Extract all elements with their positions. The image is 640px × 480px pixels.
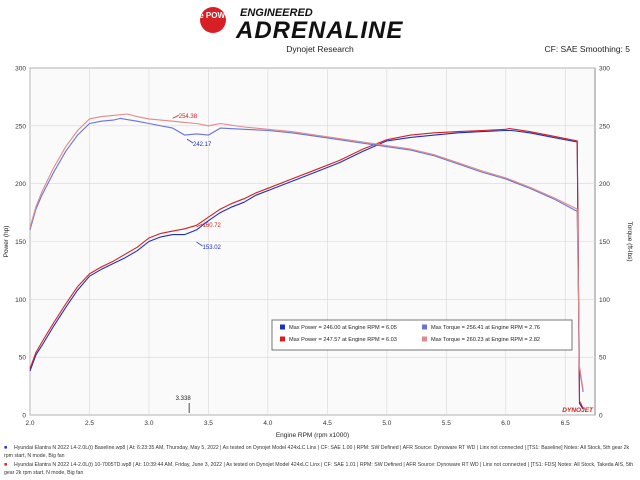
x-tick-label: 3.0 [144,420,153,427]
annotation-label: 242.17 [193,142,212,148]
x-tick-label: 6.0 [501,420,510,427]
afe-logo: aFe POWER ENGINEERED ADRENALINE [190,7,403,44]
legend-swatch [280,324,285,330]
x-tick-label: 5.5 [442,420,451,427]
y2-tick-label: 250 [599,123,610,130]
y-tick-label: 250 [15,123,26,130]
annotation-label: 160.72 [203,223,222,229]
legend-swatch [422,336,427,342]
x-tick-label: 4.5 [323,420,332,427]
footer-run-1-text: Hyundai Elantra N 2022 L4-2.0L(t) Baseli… [4,445,630,459]
afe-power-badge: aFe POWER [190,7,236,33]
y-tick-label: 300 [15,66,26,73]
legend-entry: Max Torque = 256.41 at Engine RPM = 2.76 [431,325,540,331]
y2-tick-label: 50 [599,355,607,362]
series-line-1 [29,129,584,410]
annotation-pointer [186,138,194,144]
legend-swatch [280,336,285,342]
brand-text: aFe POWER [190,11,236,20]
x-tick-label: 5.0 [382,420,391,427]
series-line-4 [29,113,584,390]
y2-tick-label: 100 [599,297,610,304]
y2-tick-label: 300 [599,66,610,73]
legend-entry: Max Power = 247.57 at Engine RPM = 6.03 [289,337,397,343]
x-tick-label: 2.0 [25,420,34,427]
y2-tick-label: 200 [599,181,610,188]
series-line-3 [29,117,584,392]
legend-entry: Max Torque = 260.23 at Engine RPM = 2.82 [431,337,540,343]
y-tick-label: 100 [15,297,26,304]
annotation-pointer [172,114,179,119]
annotation-label: 153.02 [203,245,222,251]
dynojet-watermark: DYNOJET [562,407,594,414]
y2-tick-label: 0 [599,413,603,420]
y2-tick-label: 150 [599,239,610,246]
annotation-label: 254.38 [179,114,198,120]
x-tick-label: 4.0 [263,420,272,427]
y2-axis-label: Torque (ft-lbs) [626,221,633,261]
chart-header-center: Dynojet Research [286,44,354,54]
footer-run-1: ■ Hyundai Elantra N 2022 L4-2.0L(t) Basel… [4,445,630,459]
x-tick-label: 3.5 [204,420,213,427]
logo-line2: ADRENALINE [235,17,403,44]
y-tick-label: 200 [15,181,26,188]
x-tick-label: 6.5 [561,420,570,427]
legend-swatch [422,324,427,330]
x-tick-label: 2.5 [85,420,94,427]
footer-run-2-text: Hyundai Elantra N 2022 L4-2.0L(t) 10-700… [4,462,634,476]
series-line-2 [29,128,584,409]
y-axis-label: Power (hp) [3,226,10,258]
chart-header-right: CF: SAE Smoothing: 5 [544,44,630,54]
legend-entry: Max Power = 246.00 at Engine RPM = 6.05 [289,325,397,331]
annotation-label: 3.338 [176,396,192,402]
y-tick-label: 50 [19,355,27,362]
y-tick-label: 150 [15,239,26,246]
logo-line1: ENGINEERED [240,7,313,19]
footer-run-2: ■ Hyundai Elantra N 2022 L4-2.0L(t) 10-70… [4,462,634,476]
annotation-pointer [196,223,203,228]
y-tick-label: 0 [22,413,26,420]
x-axis-label: Engine RPM (rpm x1000) [276,432,349,439]
annotation-pointer [196,241,203,247]
